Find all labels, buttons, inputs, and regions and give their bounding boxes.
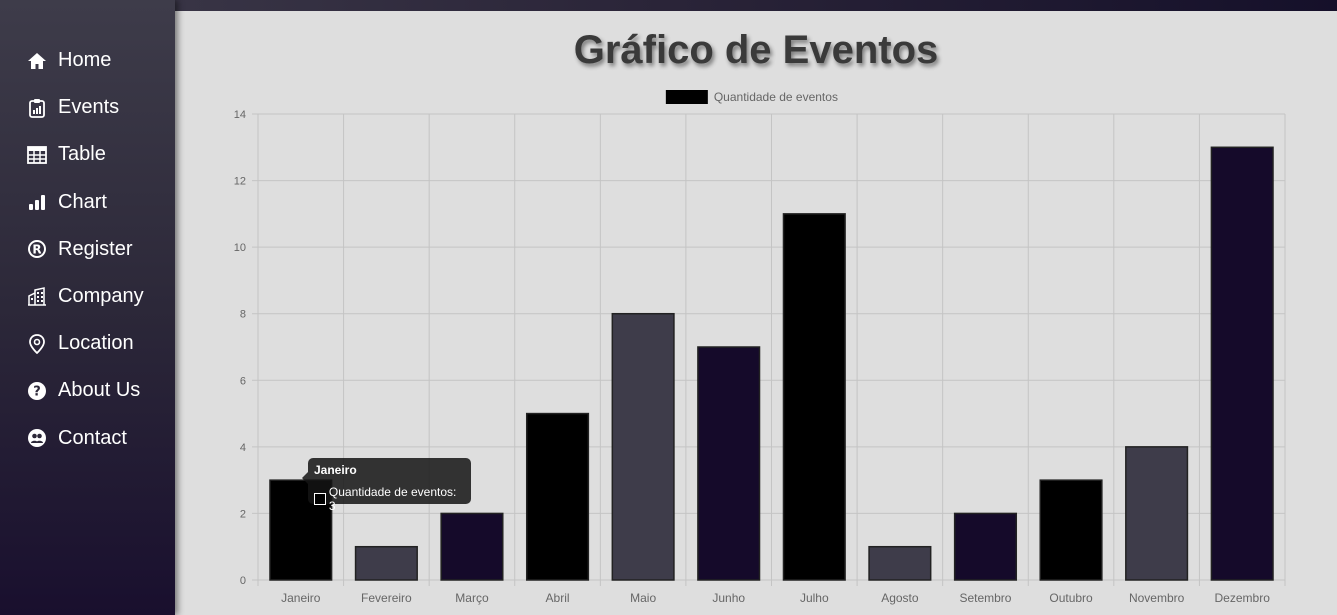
x-tick-label: Setembro: [959, 591, 1011, 605]
sidebar-item-label: About Us: [58, 379, 141, 402]
sidebar-item-label: Location: [58, 332, 134, 355]
sidebar-item-label: Home: [58, 49, 112, 72]
bar: [953, 512, 1018, 581]
sidebar-item-table[interactable]: Table: [0, 131, 175, 178]
y-tick-label: 12: [234, 176, 246, 188]
x-tick-label: Novembro: [1129, 591, 1185, 605]
home-icon: [26, 50, 48, 72]
x-tick-label: Janeiro: [281, 591, 321, 605]
top-bar: [0, 0, 1337, 11]
sidebar-item-label: Company: [58, 285, 144, 308]
sidebar-item-register[interactable]: R Register: [0, 226, 175, 273]
bar: [697, 346, 761, 581]
y-tick-label: 0: [240, 575, 246, 587]
sidebar-item-label: Chart: [58, 190, 107, 213]
sidebar-item-chart[interactable]: Chart: [0, 179, 175, 226]
x-tick-label: Agosto: [881, 591, 919, 605]
registered-icon: R: [26, 238, 48, 260]
tooltip-title: Janeiro: [314, 463, 357, 477]
building-icon: [26, 286, 48, 308]
location-pin-icon: [26, 333, 48, 355]
sidebar-item-company[interactable]: Company: [0, 273, 175, 320]
table-icon: [26, 144, 48, 166]
svg-text:?: ?: [33, 384, 41, 399]
x-tick-label: Março: [455, 591, 489, 605]
legend-label: Quantidade de eventos: [714, 90, 838, 104]
x-tick-label: Maio: [630, 591, 656, 605]
sidebar: Home Events Table Chart R Register: [0, 0, 175, 615]
contact-icon: [26, 427, 48, 449]
x-tick-label: Junho: [712, 591, 745, 605]
x-tick-label: Fevereiro: [361, 591, 412, 605]
x-tick-label: Julho: [800, 591, 829, 605]
sidebar-item-label: Register: [58, 237, 133, 260]
question-circle-icon: ?: [26, 380, 48, 402]
x-tick-label: Outubro: [1049, 591, 1093, 605]
x-tick-label: Dezembro: [1215, 591, 1271, 605]
clipboard-icon: [26, 97, 48, 119]
tooltip-row: Quantidade de eventos: 3: [314, 485, 465, 513]
chart-tooltip: Janeiro Quantidade de eventos: 3: [302, 458, 471, 513]
sidebar-item-label: Events: [58, 96, 120, 119]
x-tick-label: Abril: [546, 591, 570, 605]
y-tick-label: 14: [234, 109, 246, 121]
bar: [868, 545, 932, 581]
bar-chart-icon: [26, 191, 48, 213]
tooltip-label: Quantidade de eventos: 3: [328, 485, 457, 513]
bar: [1039, 479, 1103, 581]
sidebar-item-label: Contact: [58, 426, 127, 449]
y-tick-label: 4: [240, 442, 246, 454]
y-tick-label: 6: [240, 375, 246, 387]
bar: [525, 412, 590, 581]
bar: [782, 213, 846, 581]
sidebar-item-contact[interactable]: Contact: [0, 415, 175, 462]
sidebar-item-about-us[interactable]: ? About Us: [0, 367, 175, 414]
bar: [1125, 446, 1189, 581]
tooltip-swatch: [314, 493, 326, 505]
sidebar-nav: Home Events Table Chart R Register: [0, 37, 175, 462]
sidebar-item-home[interactable]: Home: [0, 37, 175, 84]
sidebar-item-location[interactable]: Location: [0, 320, 175, 367]
y-tick-label: 10: [234, 242, 246, 254]
y-tick-label: 8: [240, 309, 246, 321]
y-tick-label: 2: [240, 508, 246, 520]
bar: [440, 512, 504, 581]
bar: [611, 312, 675, 581]
bar: [354, 545, 418, 581]
svg-text:R: R: [32, 243, 41, 257]
page-title: Gráfico de Eventos: [573, 28, 939, 72]
legend-swatch: [665, 90, 708, 104]
bar: [1210, 146, 1274, 581]
sidebar-item-events[interactable]: Events: [0, 84, 175, 131]
sidebar-item-label: Table: [58, 143, 106, 166]
